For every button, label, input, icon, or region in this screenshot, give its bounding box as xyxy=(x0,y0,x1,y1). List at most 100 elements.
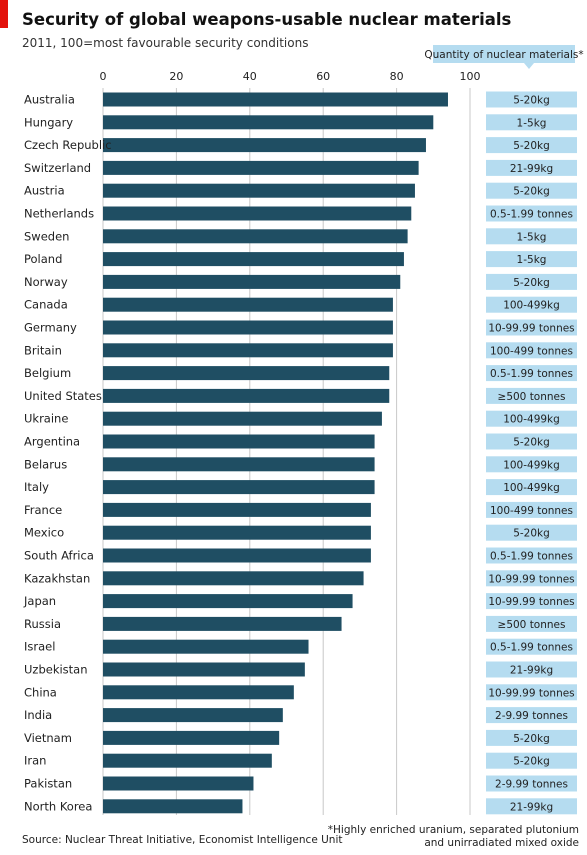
quantity-label-australia: 5-20kg xyxy=(513,95,550,107)
quantity-label-south-africa: 0.5-1.99 tonnes xyxy=(490,551,573,563)
quantity-label-france: 100-499 tonnes xyxy=(490,505,573,517)
quantity-label-north-korea: 21-99kg xyxy=(510,801,553,813)
quantity-label-hungary: 1-5kg xyxy=(517,117,547,129)
category-label-austria: Austria xyxy=(24,184,65,198)
category-label-switzerland: Switzerland xyxy=(24,161,91,175)
quantity-cell-argentina xyxy=(486,433,577,450)
bar-canada xyxy=(103,297,393,312)
bar-germany xyxy=(103,320,393,335)
bar-uzbekistan xyxy=(103,662,305,677)
bar-australia xyxy=(103,92,448,107)
bars xyxy=(103,92,448,814)
footnote: *Highly enriched uranium, separated plut… xyxy=(328,824,579,850)
source-note: Source: Nuclear Threat Initiative, Econo… xyxy=(22,834,343,846)
accent-bar xyxy=(0,0,8,28)
quantity-label-china: 10-99.99 tonnes xyxy=(488,687,574,699)
category-label-hungary: Hungary xyxy=(24,115,73,129)
category-label-south-africa: South Africa xyxy=(24,549,94,563)
bar-south-africa xyxy=(103,548,371,563)
bar-ukraine xyxy=(103,411,382,426)
category-label-australia: Australia xyxy=(24,93,75,107)
quantity-cell-kazakhstan xyxy=(486,570,577,587)
x-tick-label-60: 60 xyxy=(316,70,330,83)
category-label-china: China xyxy=(24,685,57,699)
category-label-netherlands: Netherlands xyxy=(24,207,94,221)
bar-israel xyxy=(103,639,309,654)
quantity-label-italy: 100-499kg xyxy=(503,482,560,494)
quantity-cell-hungary xyxy=(486,114,577,131)
bar-china xyxy=(103,685,294,700)
quantity-cell-norway xyxy=(486,273,577,290)
category-label-vietnam: Vietnam xyxy=(24,731,72,745)
bar-belarus xyxy=(103,457,375,472)
quantity-label-norway: 5-20kg xyxy=(513,277,550,289)
bar-czech-republic xyxy=(103,138,426,153)
quantity-label-netherlands: 0.5-1.99 tonnes xyxy=(490,209,573,221)
x-axis-ticks: 0 20 40 60 80 100 xyxy=(100,70,481,83)
category-label-britain: Britain xyxy=(24,343,62,357)
category-label-israel: Israel xyxy=(24,640,55,654)
quantity-label-germany: 10-99.99 tonnes xyxy=(488,323,574,335)
bar-india xyxy=(103,708,283,723)
quantity-cell-germany xyxy=(486,319,577,336)
bar-argentina xyxy=(103,434,375,449)
quantity-label-ukraine: 100-499kg xyxy=(503,414,560,426)
category-label-uzbekistan: Uzbekistan xyxy=(24,663,88,677)
bar-kazakhstan xyxy=(103,571,364,586)
quantity-label-israel: 0.5-1.99 tonnes xyxy=(490,642,573,654)
quantity-label-mexico: 5-20kg xyxy=(513,528,550,540)
quantity-header: Quantity of nuclear materials* xyxy=(424,45,584,69)
footnote-line-2: and unirradiated mixed oxide xyxy=(424,837,579,849)
quantity-cell-uzbekistan xyxy=(486,661,577,678)
quantity-cell-mexico xyxy=(486,524,577,541)
category-label-belgium: Belgium xyxy=(24,366,71,380)
chart-subtitle: 2011, 100=most favourable security condi… xyxy=(22,36,309,50)
quantity-label-pakistan: 2-9.99 tonnes xyxy=(495,779,568,791)
quantity-cell-china xyxy=(486,684,577,701)
quantity-cell-belgium xyxy=(486,365,577,382)
quantity-label-uzbekistan: 21-99kg xyxy=(510,665,553,677)
quantity-label-poland: 1-5kg xyxy=(517,254,547,266)
bar-pakistan xyxy=(103,776,254,791)
x-tick-label-20: 20 xyxy=(169,70,183,83)
category-label-pakistan: Pakistan xyxy=(24,777,72,791)
quantity-label-vietnam: 5-20kg xyxy=(513,733,550,745)
quantity-cell-france xyxy=(486,501,577,518)
quantity-cell-switzerland xyxy=(486,159,577,176)
quantity-label-japan: 10-99.99 tonnes xyxy=(488,596,574,608)
category-label-japan: Japan xyxy=(23,594,56,608)
quantity-cell-united-states xyxy=(486,387,577,404)
category-label-czech-republic: Czech Republic xyxy=(24,138,112,152)
x-tick-label-100: 100 xyxy=(460,70,481,83)
quantity-cell-poland xyxy=(486,251,577,268)
category-label-india: India xyxy=(24,708,52,722)
category-label-poland: Poland xyxy=(24,252,62,266)
category-label-norway: Norway xyxy=(24,275,68,289)
category-label-iran: Iran xyxy=(24,754,46,768)
quantity-cell-pakistan xyxy=(486,775,577,792)
quantity-label-austria: 5-20kg xyxy=(513,186,550,198)
quantity-cell-japan xyxy=(486,593,577,610)
category-label-united-states: United States xyxy=(24,389,102,403)
quantity-cell-belarus xyxy=(486,456,577,473)
quantity-cell-south-africa xyxy=(486,547,577,564)
bar-italy xyxy=(103,480,375,495)
category-label-france: France xyxy=(24,503,62,517)
quantity-label-canada: 100-499kg xyxy=(503,300,560,312)
footnote-line-1: *Highly enriched uranium, separated plut… xyxy=(327,824,579,836)
category-label-ukraine: Ukraine xyxy=(24,412,68,426)
quantity-label-india: 2-9.99 tonnes xyxy=(495,710,568,722)
quantity-cell-iran xyxy=(486,752,577,769)
bar-austria xyxy=(103,183,415,198)
quantity-label-switzerland: 21-99kg xyxy=(510,163,553,175)
quantity-header-label: Quantity of nuclear materials* xyxy=(424,49,583,61)
category-label-belarus: Belarus xyxy=(24,457,67,471)
category-label-germany: Germany xyxy=(24,321,77,335)
category-label-italy: Italy xyxy=(24,480,49,494)
category-label-sweden: Sweden xyxy=(24,229,69,243)
chart-title: Security of global weapons-usable nuclea… xyxy=(22,10,512,29)
bar-mexico xyxy=(103,525,371,540)
bar-vietnam xyxy=(103,730,280,745)
quantity-cell-israel xyxy=(486,638,577,655)
